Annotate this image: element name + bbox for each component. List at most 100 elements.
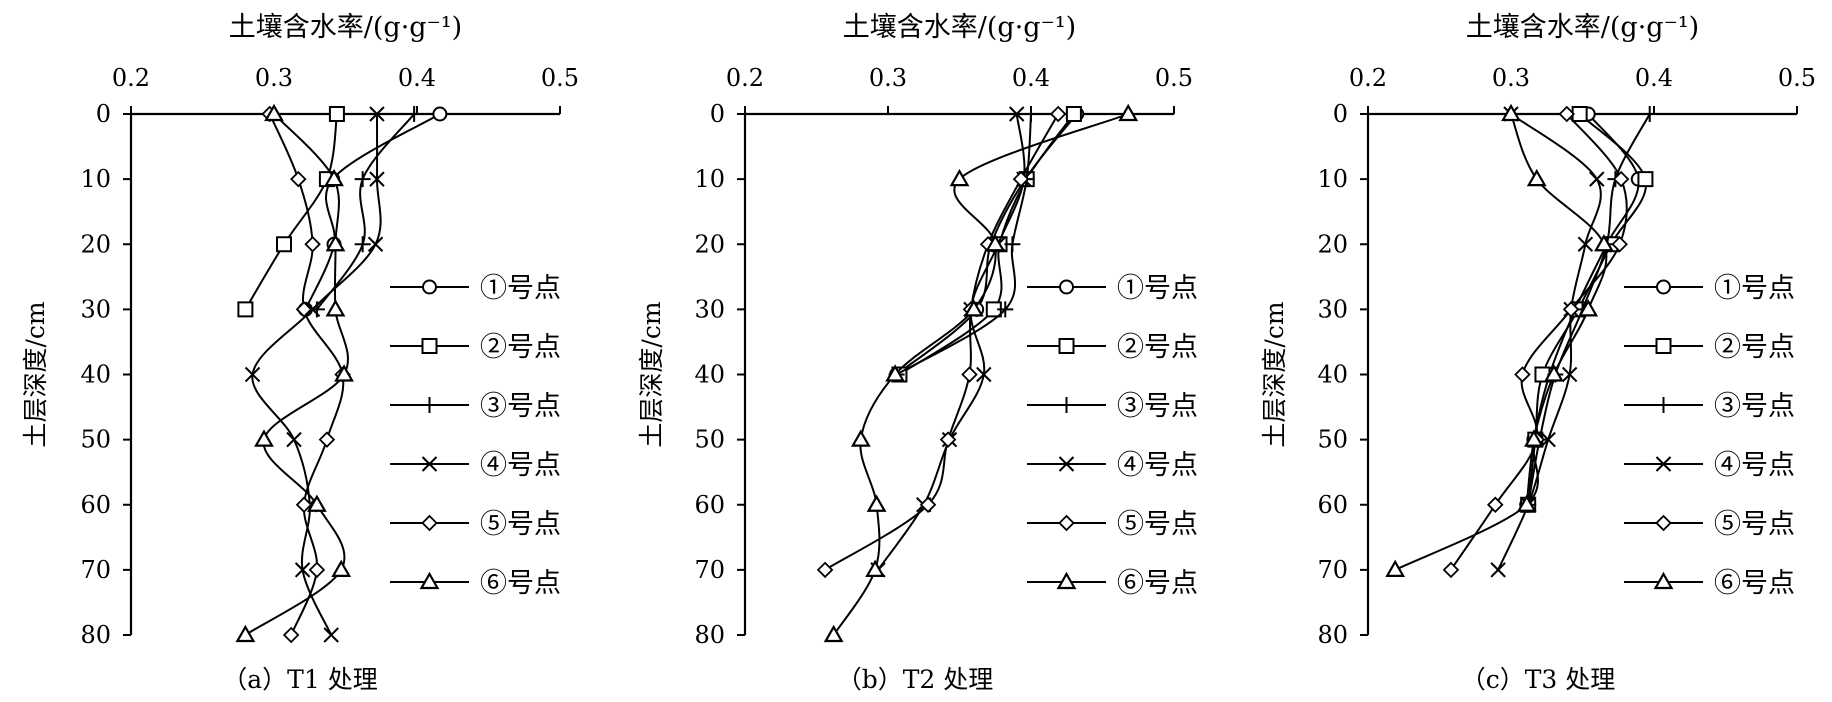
series-3 (888, 106, 1039, 383)
legend-label: ③号点 (480, 391, 561, 422)
series-4 (1490, 106, 1605, 578)
data-point-plus (997, 301, 1014, 318)
y-tick-label: 60 (1317, 491, 1348, 519)
legend-marker-plus (1655, 397, 1672, 413)
y-tick-label: 80 (80, 621, 111, 649)
legend-marker-x (1058, 456, 1075, 472)
legend-marker-triangle (1056, 571, 1077, 590)
data-point-circle (432, 106, 448, 122)
series-line (244, 113, 349, 636)
chart-panel-3: 土壤含水率/(g·g⁻¹) 0.2 0.3 0.4 0.5 0 10 20 30 40 50 60 70… (1260, 12, 1816, 694)
data-point-triangle (325, 234, 346, 252)
y-tick-label: 30 (694, 295, 725, 323)
legend-marker-triangle (419, 571, 440, 590)
data-point-diamond (1514, 366, 1531, 383)
data-point-triangle (1523, 429, 1544, 447)
series-5 (1442, 105, 1630, 579)
data-point-x (1540, 431, 1556, 448)
data-point-triangle (866, 494, 887, 512)
legend-label: ③号点 (1714, 391, 1795, 422)
legend-label: ④号点 (480, 450, 561, 481)
data-point-diamond (961, 366, 978, 383)
y-tick-label: 30 (80, 295, 111, 323)
legend-entry: ④号点 (1624, 450, 1795, 481)
data-point-triangle (1594, 234, 1614, 252)
data-point-plus (1004, 236, 1021, 253)
y-tick-label: 70 (694, 556, 725, 584)
y-tick-label: 70 (80, 556, 111, 584)
data-point-x (367, 236, 384, 252)
legend-entry: ②号点 (1027, 332, 1198, 363)
legend-entry: ③号点 (1027, 391, 1198, 422)
legend-entry: ⑤号点 (1027, 509, 1198, 540)
panel-caption: （b）T2 处理 (837, 665, 994, 694)
data-point-square (237, 301, 254, 318)
y-tick-label: 70 (1317, 556, 1348, 584)
data-point-triangle (885, 364, 906, 382)
data-point-plus (1641, 106, 1658, 122)
legend-label: ④号点 (1714, 450, 1795, 481)
data-point-diamond (1486, 496, 1504, 514)
series-6 (823, 103, 1139, 643)
data-point-triangle (949, 168, 970, 187)
data-point-x (369, 171, 385, 187)
y-tick-label: 20 (1317, 230, 1348, 258)
data-point-diamond (1611, 235, 1628, 253)
x-tick-label: 0.3 (869, 64, 907, 92)
data-point-plus (406, 106, 423, 122)
y-tick-label: 40 (1317, 361, 1348, 389)
legend-label: ①号点 (1714, 273, 1795, 304)
y-axis-label: 土层深度/cm (637, 301, 666, 447)
y-tick-label: 60 (694, 491, 725, 519)
legend-label: ⑥号点 (480, 568, 561, 599)
x-tick-label: 0.3 (1492, 64, 1530, 92)
chart-title: 土壤含水率/(g·g⁻¹) (229, 12, 462, 43)
data-point-diamond (816, 561, 834, 579)
y-tick-label: 10 (694, 165, 725, 193)
x-tick-label: 0.5 (1778, 64, 1816, 92)
legend-entry: ⑤号点 (390, 509, 561, 540)
y-tick-label: 40 (80, 361, 111, 389)
legend-label: ⑤号点 (480, 509, 561, 540)
data-point-diamond (1612, 170, 1630, 188)
legend-marker-square (1058, 338, 1075, 354)
x-tick-label: 0.2 (112, 64, 150, 92)
data-point-plus (354, 171, 371, 188)
chart-panel-2: 土壤含水率/(g·g⁻¹) 0.2 0.3 0.4 0.5 0 10 20 30 40 50 60 70… (637, 12, 1198, 694)
data-point-x (304, 301, 321, 318)
legend-label: ⑥号点 (1117, 568, 1198, 599)
data-point-diamond (939, 431, 957, 448)
legend-marker-triangle (1653, 571, 1674, 590)
x-tick-label: 0.3 (255, 64, 293, 92)
legend-label: ⑥号点 (1714, 568, 1795, 599)
data-point-x (1589, 171, 1605, 187)
legend-label: ②号点 (1714, 332, 1795, 363)
series-line (316, 113, 415, 310)
data-point-triangle (1501, 103, 1521, 122)
legend-marker-x (1655, 456, 1672, 472)
data-point-diamond (318, 431, 336, 448)
y-tick-label: 0 (710, 100, 725, 128)
data-point-square (1637, 171, 1654, 188)
y-tick-label: 40 (694, 361, 725, 389)
series-line (304, 113, 441, 310)
y-tick-label: 50 (80, 426, 111, 454)
x-tick-label: 0.5 (541, 64, 579, 92)
legend-label: ①号点 (1117, 273, 1198, 304)
data-point-x (1008, 106, 1025, 122)
data-point-diamond (295, 301, 313, 318)
legend-entry: ③号点 (390, 391, 561, 422)
data-point-triangle (823, 624, 844, 643)
legend-label: ⑤号点 (1117, 509, 1198, 540)
y-axis-label: 土层深度/cm (1260, 301, 1289, 447)
legend-marker-diamond (1655, 514, 1672, 532)
data-point-square (276, 236, 293, 253)
data-point-triangle (331, 559, 352, 577)
data-point-x (1577, 236, 1594, 252)
data-point-triangle (264, 103, 284, 122)
data-point-triangle (1526, 168, 1547, 187)
data-point-triangle (325, 299, 346, 317)
data-point-diamond (308, 561, 326, 579)
data-point-x (369, 106, 385, 122)
x-tick-label: 0.5 (1155, 64, 1193, 92)
